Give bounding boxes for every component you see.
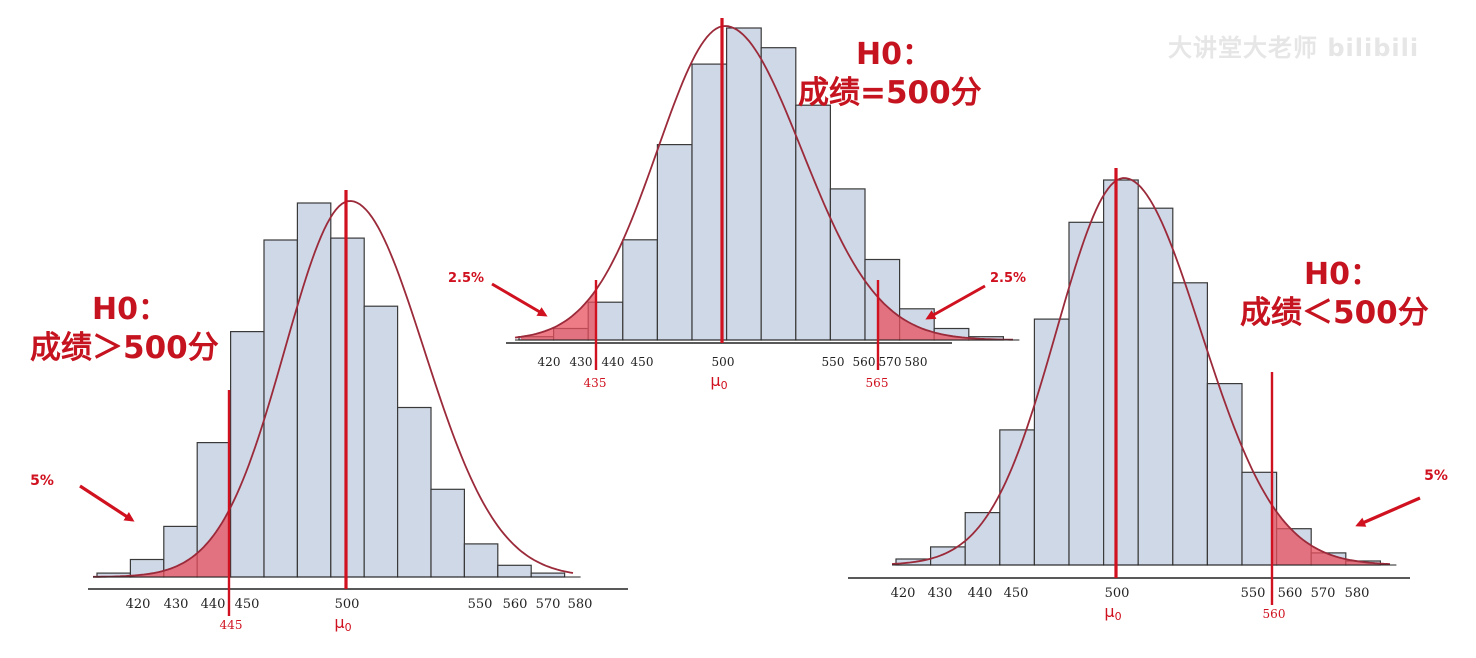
hypothesis-right-tailed: H0： 成绩＞500分 (30, 291, 219, 367)
tick-label: 430 (928, 586, 953, 601)
mean-symbol-label: μ0 (1104, 602, 1121, 623)
histogram-bar (795, 104, 831, 341)
arrow-left (491, 282, 548, 317)
hypothesis-statement: 成绩=500分 (798, 74, 982, 111)
tick-label: 550 (1241, 586, 1266, 601)
critical-value-label: 445 (220, 618, 243, 632)
tick-label: 570 (536, 597, 561, 612)
histogram-bar (760, 47, 797, 341)
critical-value-label: 565 (866, 376, 889, 390)
histogram-bar (1102, 179, 1139, 566)
region-label: 5% (30, 473, 54, 489)
rejection-region-fill (99, 512, 229, 577)
histogram-bar (725, 27, 762, 341)
rejection-region-fill (878, 297, 1008, 340)
histogram-bar (530, 572, 566, 578)
density-curve (891, 177, 1391, 565)
mean-tick-label: 500 (1105, 586, 1130, 601)
rejection-region-fill (1272, 506, 1385, 565)
histogram-bar (463, 543, 499, 578)
tick-label: 570 (879, 355, 902, 369)
tick-label: 580 (1345, 586, 1370, 601)
rejection-region (99, 512, 229, 577)
rejection-region (521, 289, 1008, 340)
region-label: 5% (1424, 468, 1448, 484)
histogram-bar (964, 511, 1001, 566)
critical-value-label: 435 (584, 376, 607, 390)
histogram-bar (1068, 221, 1105, 566)
histogram-bar (929, 546, 966, 566)
tick-label: 450 (1004, 586, 1029, 601)
arrow-right (925, 284, 986, 320)
histogram-bar (397, 406, 432, 578)
mean-tick-label: 500 (335, 597, 360, 612)
hypothesis-statement: 成绩＞500分 (30, 329, 219, 366)
histogram-bar (230, 331, 265, 578)
histogram-bars (895, 179, 1382, 566)
tick-label: 430 (570, 355, 593, 369)
hypothesis-label: H0： (92, 292, 168, 327)
tick-label: 440 (602, 355, 625, 369)
arrow (79, 484, 135, 522)
hypothesis-left-tailed: H0： 成绩＜500分 (1240, 256, 1429, 332)
tick-label: 440 (201, 597, 226, 612)
mean-symbol-label: μ0 (334, 613, 351, 634)
histogram-bar (497, 564, 532, 578)
density-curve (514, 25, 1013, 341)
critical-value-label: 560 (1263, 607, 1286, 621)
histogram-bar (1206, 383, 1243, 566)
histogram-bar (829, 188, 866, 341)
tick-label: 580 (905, 355, 928, 369)
mean-symbol-subscript: 0 (721, 379, 728, 392)
mean-symbol-label: μ0 (710, 371, 727, 392)
region-label-right: 2.5% (990, 271, 1026, 286)
rejection-region (1272, 506, 1385, 565)
histogram-bar (1033, 318, 1070, 566)
arrow (1355, 496, 1421, 527)
region-label-left: 2.5% (448, 271, 484, 286)
tick-label: 420 (891, 586, 916, 601)
hypothesis-statement: 成绩＜500分 (1240, 294, 1429, 331)
hypothesis-label: H0： (1304, 257, 1380, 292)
histogram-bar (263, 239, 299, 578)
tick-label: 560 (853, 355, 876, 369)
tick-label: 550 (822, 355, 845, 369)
tick-label: 420 (538, 355, 561, 369)
tick-label: 560 (503, 597, 528, 612)
histogram-bar (1172, 282, 1209, 566)
tick-label: 560 (1278, 586, 1303, 601)
two-tailed-chart: 435 565 420 430 440 450 550 560 570 580 500 μ0 2.5% 2… (448, 18, 1026, 392)
histogram-bar (296, 202, 332, 578)
histogram-bar (430, 488, 466, 578)
hypothesis-two-tailed: H0： 成绩=500分 (798, 36, 982, 112)
hypothesis-label: H0： (856, 37, 932, 72)
histogram-bar (999, 429, 1035, 566)
tick-label: 550 (468, 597, 493, 612)
tick-label: 570 (1311, 586, 1336, 601)
histogram-bar (1137, 207, 1174, 566)
watermark: 大讲堂大老师 bilibili (1168, 34, 1420, 62)
tick-label: 420 (126, 597, 151, 612)
histogram-bar (622, 239, 658, 341)
tick-label: 450 (235, 597, 260, 612)
mean-symbol-subscript: 0 (1115, 610, 1122, 623)
density-curve (93, 200, 574, 578)
tick-label: 430 (164, 597, 189, 612)
tick-label: 440 (968, 586, 993, 601)
mean-tick-label: 500 (712, 355, 735, 369)
tick-label: 450 (631, 355, 654, 369)
tick-label: 580 (568, 597, 593, 612)
rejection-region-fill (521, 289, 596, 340)
mean-symbol-subscript: 0 (345, 621, 352, 634)
histogram-bar (656, 144, 693, 341)
histogram-bar (363, 305, 399, 578)
